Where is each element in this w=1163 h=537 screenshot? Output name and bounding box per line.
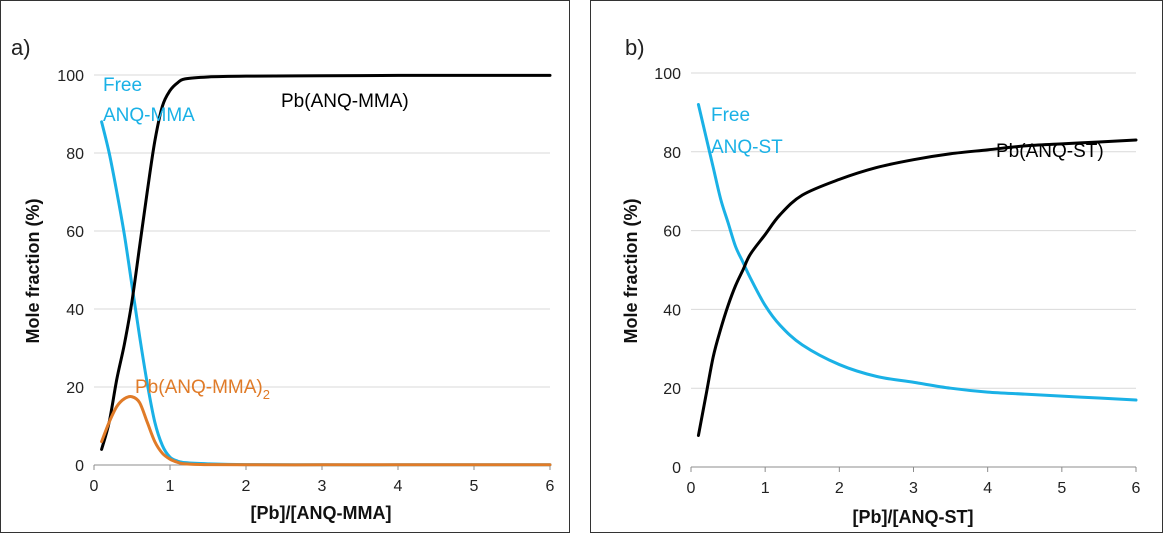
panel-label-a: a)	[11, 35, 31, 60]
chart-b-axes	[690, 466, 1137, 472]
y-axis-label-b: Mole fraction (%)	[621, 198, 641, 343]
y-tick-label-a: 20	[66, 380, 84, 397]
x-tick-label-a: 4	[394, 478, 403, 495]
x-tick-label-a: 6	[546, 478, 555, 495]
chart-a-series-labels: Free ANQ-MMA Pb(ANQ-MMA) Pb(ANQ-MMA)2	[103, 75, 409, 402]
chart-a-ticks: 0 20 40 60 80 100 0 1 2 3 4 5 6	[57, 68, 554, 495]
y-tick-label-b: 80	[663, 145, 681, 162]
series-line-a-0	[100, 120, 552, 467]
y-axis-label-a: Mole fraction (%)	[23, 198, 43, 343]
series-label-a-0: Free	[103, 75, 142, 96]
series-label-a-1: Pb(ANQ-MMA)	[281, 91, 409, 112]
y-tick-label-a: 100	[57, 68, 84, 85]
chart-b-series	[696, 103, 1138, 437]
x-tick-label-b: 3	[909, 480, 918, 497]
panel-label-b: b)	[625, 35, 645, 60]
y-tick-label-b: 40	[663, 302, 681, 319]
x-tick-label-b: 5	[1057, 480, 1066, 497]
y-tick-label-a: 60	[66, 224, 84, 241]
x-tick-label-a: 2	[242, 478, 251, 495]
y-tick-label-b: 20	[663, 381, 681, 398]
x-axis-label-a: [Pb]/[ANQ-MMA]	[251, 503, 392, 523]
x-tick-label-b: 0	[687, 480, 696, 497]
chart-panel-b: b) 0 20 40 60 80 100 0 1 2 3 4 5 6 Free ANQ-ST Pb(ANQ-…	[590, 0, 1163, 533]
x-axis-label-b: [Pb]/[ANQ-ST]	[853, 507, 974, 527]
series-label-a-2: Pb(ANQ-MMA)2	[135, 377, 270, 402]
x-tick-label-a: 5	[470, 478, 479, 495]
chart-b-series-labels: Free ANQ-ST Pb(ANQ-ST)	[711, 105, 1104, 162]
y-tick-label-a: 80	[66, 146, 84, 163]
series-label-subscript-a-2: 2	[263, 387, 270, 402]
y-tick-label-b: 60	[663, 224, 681, 241]
chart-b-svg: b) 0 20 40 60 80 100 0 1 2 3 4 5 6 Free ANQ-ST Pb(ANQ-…	[621, 35, 1141, 527]
y-tick-label-a: 0	[75, 458, 84, 475]
series-line-a-1	[100, 73, 552, 451]
x-tick-label-a: 1	[166, 478, 175, 495]
chart-panel-a: a) 0 20 40 60 80 100 0 1 2 3 4 5 6 Free ANQ-MMA Pb(ANQ…	[0, 0, 570, 533]
chart-b-ticks: 0 20 40 60 80 100 0 1 2 3 4 5 6	[654, 66, 1140, 497]
series-label-b-1: Pb(ANQ-ST)	[996, 141, 1104, 162]
series-line-b-1	[696, 138, 1138, 437]
x-tick-label-b: 6	[1132, 480, 1141, 497]
chart-a-series	[100, 73, 552, 467]
x-tick-label-a: 3	[318, 478, 327, 495]
x-tick-label-a: 0	[90, 478, 99, 495]
series-label-b-0: Free	[711, 105, 750, 126]
chart-b-grid	[691, 72, 1136, 389]
chart-a-svg: a) 0 20 40 60 80 100 0 1 2 3 4 5 6 Free ANQ-MMA Pb(ANQ…	[11, 35, 555, 523]
series-line-a-2	[100, 395, 552, 467]
series-line-b-0	[696, 103, 1138, 402]
x-tick-label-b: 4	[983, 480, 992, 497]
y-tick-label-b: 100	[654, 66, 681, 83]
y-tick-label-a: 40	[66, 302, 84, 319]
series-label-b-0: ANQ-ST	[711, 137, 783, 158]
x-tick-label-b: 2	[835, 480, 844, 497]
series-label-a-0: ANQ-MMA	[103, 105, 195, 126]
y-tick-label-b: 0	[672, 460, 681, 477]
x-tick-label-b: 1	[761, 480, 770, 497]
